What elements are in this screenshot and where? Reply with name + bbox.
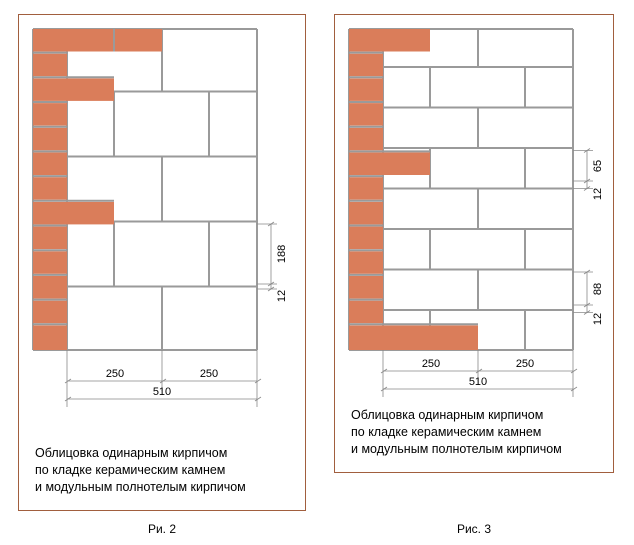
dim-250a: 250	[106, 368, 124, 380]
figure-3: 65 12 88 12 250 250 510 Облицовка одинар…	[334, 14, 614, 473]
dim-65: 65	[592, 160, 604, 172]
dim3-250a: 250	[422, 358, 440, 370]
dim-250b: 250	[200, 368, 218, 380]
dim-label-12-r: 12	[276, 290, 288, 302]
figure-2-caption-text: Облицовка одинарным кирпичом по кладке к…	[35, 446, 246, 494]
figure-2-label-text: Ри. 2	[148, 522, 176, 536]
figure-2-svg: 188 12 250 250 510	[19, 15, 305, 510]
dim3-250b: 250	[516, 358, 534, 370]
figure-3-caption: Облицовка одинарным кирпичом по кладке к…	[351, 407, 601, 458]
figure-3-svg: 65 12 88 12 250 250 510	[335, 15, 613, 472]
dim3-510: 510	[469, 376, 487, 388]
figure-2-label: Ри. 2	[18, 522, 306, 536]
figure-2-caption: Облицовка одинарным кирпичом по кладке к…	[35, 445, 285, 496]
dim-label-188: 188	[276, 245, 288, 263]
dim-510: 510	[153, 386, 171, 398]
figure-3-caption-text: Облицовка одинарным кирпичом по кладке к…	[351, 408, 562, 456]
dim-12a: 12	[592, 188, 604, 200]
figure-2: 188 12 250 250 510 Облицовка одинарным к…	[18, 14, 306, 511]
figure-3-label-text: Рис. 3	[457, 522, 491, 536]
dim-12b: 12	[592, 313, 604, 325]
dim-88: 88	[592, 283, 604, 295]
figure-3-label: Рис. 3	[334, 522, 614, 536]
